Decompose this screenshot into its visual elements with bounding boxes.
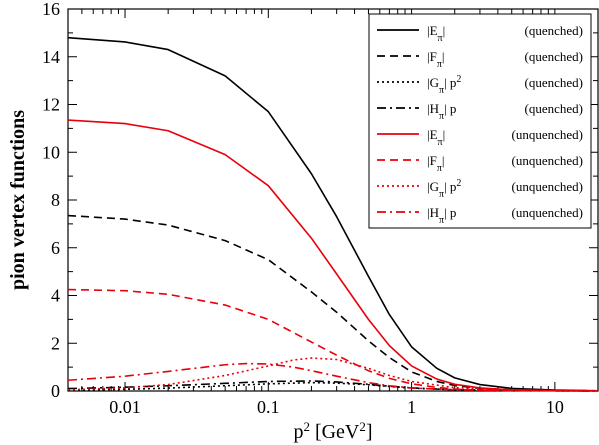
- x-axis-title-sup1: 2: [303, 419, 310, 434]
- legend-tag: (unquenched): [512, 153, 583, 168]
- series-line-1: [67, 36, 599, 392]
- y-tick-label: 2: [51, 333, 60, 353]
- legend-label: |Fπ|: [427, 49, 445, 70]
- legend-tag: (quenched): [525, 75, 583, 90]
- x-tick-label: 10: [546, 397, 564, 417]
- series-line-5: [67, 119, 599, 392]
- x-axis-title-end: ]: [366, 421, 373, 443]
- series-line-6: [67, 288, 599, 392]
- x-axis-title-base: p: [293, 421, 303, 443]
- legend-tag: (unquenched): [512, 179, 583, 194]
- y-tick-label: 10: [42, 142, 60, 162]
- legend-label: |Gπ| p2: [427, 178, 461, 200]
- series-line-7: [67, 357, 599, 392]
- legend-box: [368, 13, 592, 229]
- y-axis-title: pion vertex functions: [7, 110, 29, 290]
- legend-tag: (quenched): [525, 49, 583, 64]
- x-tick-label: 0.1: [257, 397, 280, 417]
- legend-label: |Gπ| p2: [427, 74, 461, 96]
- y-tick-label: 8: [51, 190, 60, 210]
- legend-tag: (quenched): [525, 101, 583, 116]
- legend-tag: (unquenched): [512, 127, 583, 142]
- y-tick-label: 12: [42, 95, 60, 115]
- legend: |Eπ| (quenched) |Fπ| (quenched) |Gπ| p2 (quen…: [368, 13, 592, 229]
- series-line-4: [67, 380, 599, 392]
- y-tick-label: 6: [51, 238, 60, 258]
- series-group: [67, 36, 599, 392]
- legend-label: |Hπ| p: [427, 101, 456, 122]
- y-tick-label: 4: [51, 286, 60, 306]
- axis-ticks: 0 2 4 6 8 10 12 14 16 0.01 0.1 1 10: [42, 0, 598, 417]
- x-axis-title-mid: [GeV: [310, 421, 360, 443]
- legend-label: |Eπ|: [427, 127, 445, 148]
- y-tick-label: 16: [42, 0, 60, 19]
- y-tick-label: 14: [42, 47, 60, 67]
- legend-label: |Eπ|: [427, 23, 445, 44]
- x-tick-label: 0.01: [109, 397, 141, 417]
- legend-tag: (unquenched): [512, 205, 583, 220]
- legend-label: |Hπ| p: [427, 205, 456, 226]
- series-line-2: [67, 214, 599, 392]
- x-tick-label: 1: [407, 397, 416, 417]
- legend-tag: (quenched): [525, 23, 583, 38]
- x-axis-title: p2 [GeV2]: [293, 419, 372, 444]
- legend-label: |Fπ|: [427, 153, 445, 174]
- x-axis-title-sup2: 2: [359, 419, 366, 434]
- series-line-8: [67, 362, 599, 392]
- y-tick-label: 0: [51, 381, 60, 401]
